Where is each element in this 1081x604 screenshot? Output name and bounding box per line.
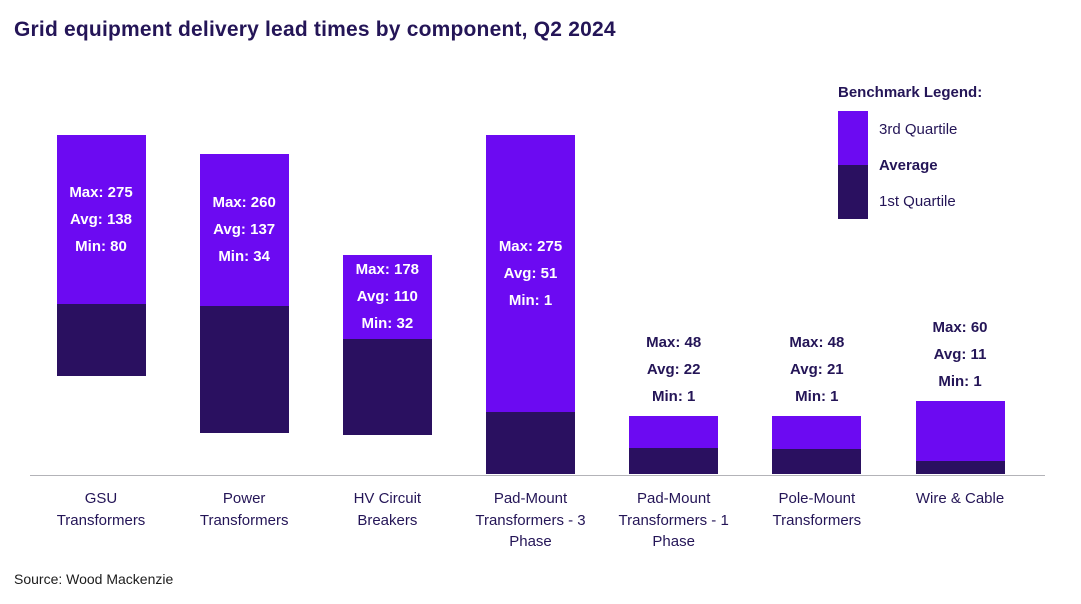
category-label: Wire & Cable <box>883 488 1037 510</box>
value-label: Avg: 110 <box>356 288 418 306</box>
category-label-line: HV Circuit <box>353 490 422 507</box>
bar-segment-3rd-quartile <box>915 400 1005 462</box>
category-label-line: Power <box>222 490 266 507</box>
category-label-line: Wire & Cable <box>915 490 1005 507</box>
bar-segment-1st-quartile <box>629 447 719 474</box>
bar-segment-1st-quartile <box>199 305 289 433</box>
value-label: Max: 275 <box>69 184 133 202</box>
category-label-line: Pad-Mount <box>636 490 711 507</box>
bar-segment-1st-quartile <box>772 449 862 474</box>
value-label: Max: 48 <box>789 333 845 351</box>
bar-6 <box>772 415 862 474</box>
bar-segment-3rd-quartile <box>342 254 432 339</box>
bar-segment-3rd-quartile <box>486 135 575 412</box>
category-label: GSU Transformers <box>24 488 178 531</box>
bar-value-labels: Max: 60 Avg: 11 Min: 1 <box>890 314 1030 395</box>
value-label: Avg: 21 <box>790 360 844 378</box>
value-label: Max: 48 <box>646 333 702 351</box>
bar-segment-1st-quartile <box>486 411 575 474</box>
value-label: Max: 178 <box>355 261 420 279</box>
page-title: Grid equipment delivery lead times by co… <box>14 18 616 41</box>
bar-value-labels: Max: 178 Avg: 110 Min: 32 <box>317 256 457 337</box>
value-label: Min: 1 <box>795 387 839 405</box>
category-label-line: Pole-Mount <box>778 490 856 507</box>
benchmark-legend: Benchmark Legend: 3rd Quartile Average 1… <box>838 84 982 219</box>
bar-value-labels: Max: 275 Avg: 51 Min: 1 <box>461 233 601 314</box>
bar-2 <box>199 153 289 433</box>
bar-value-labels: Max: 48 Avg: 22 Min: 1 <box>604 329 744 410</box>
value-label: Avg: 138 <box>70 211 132 229</box>
value-label: Min: 1 <box>508 291 553 309</box>
category-label: Power Transformers <box>167 488 321 531</box>
legend-title: Benchmark Legend: <box>838 84 983 101</box>
legend-swatch <box>838 111 868 219</box>
bar-segment-1st-quartile <box>915 461 1005 474</box>
x-axis-line <box>30 475 1045 476</box>
legend-swatch-1st-quartile <box>838 165 868 219</box>
bar-5 <box>629 415 719 474</box>
value-label: Min: 1 <box>652 387 696 405</box>
category-label-line: Transformers <box>56 511 146 529</box>
value-label: Min: 34 <box>218 248 270 266</box>
legend-label-1st-quartile: 1st Quartile <box>879 192 956 210</box>
bar-7 <box>915 400 1005 474</box>
category-label-line: Phase <box>652 533 695 550</box>
value-label: Max: 275 <box>498 237 563 255</box>
category-label: Pad-Mount Transformers - 1 Phase <box>597 488 751 553</box>
category-label: Pad-Mount Transformers - 3 Phase <box>454 488 608 553</box>
legend-body: 3rd Quartile Average 1st Quartile <box>838 111 982 219</box>
category-label-line: Transformers - 3 <box>475 511 586 529</box>
category-label-line: Transformers - 1 <box>618 511 729 529</box>
legend-swatch-3rd-quartile <box>838 111 868 165</box>
value-label: Avg: 137 <box>213 221 276 239</box>
value-label: Avg: 11 <box>933 345 987 363</box>
category-label-line: Transformers <box>772 511 862 529</box>
value-label: Avg: 51 <box>503 264 558 282</box>
legend-label-3rd-quartile: 3rd Quartile <box>879 120 958 138</box>
bar-3 <box>342 254 432 436</box>
bar-segment-3rd-quartile <box>629 415 719 448</box>
category-label-line: Pad-Mount <box>493 490 568 507</box>
bar-segment-1st-quartile <box>56 304 146 377</box>
value-label: Avg: 22 <box>646 360 701 378</box>
bar-segment-3rd-quartile <box>199 153 289 306</box>
category-label-line: Transformers <box>199 511 289 529</box>
legend-labels: 3rd Quartile Average 1st Quartile <box>879 111 957 219</box>
value-label: Min: 80 <box>75 238 127 256</box>
value-label: Min: 32 <box>361 315 414 333</box>
category-label-line: Phase <box>509 533 552 550</box>
value-label: Max: 60 <box>932 318 988 336</box>
bar-segment-3rd-quartile <box>56 135 146 305</box>
bar-segment-1st-quartile <box>342 338 432 436</box>
value-label: Max: 260 <box>212 194 276 212</box>
bar-value-labels: Max: 48 Avg: 21 Min: 1 <box>747 329 887 410</box>
category-label-line: GSU <box>84 490 118 507</box>
bar-value-labels: Max: 275 Avg: 138 Min: 80 <box>31 179 171 260</box>
legend-label-average: Average <box>879 156 938 174</box>
category-label-line: Breakers <box>357 511 418 529</box>
bar-value-labels: Max: 260 Avg: 137 Min: 34 <box>174 189 314 270</box>
category-label: HV Circuit Breakers <box>310 488 464 531</box>
source-note: Source: Wood Mackenzie <box>14 571 174 587</box>
bar-segment-3rd-quartile <box>772 415 862 450</box>
category-label: Pole-Mount Transformers <box>740 488 894 531</box>
bar-1 <box>56 135 146 377</box>
bar-4 <box>486 135 575 474</box>
value-label: Min: 1 <box>938 372 982 390</box>
